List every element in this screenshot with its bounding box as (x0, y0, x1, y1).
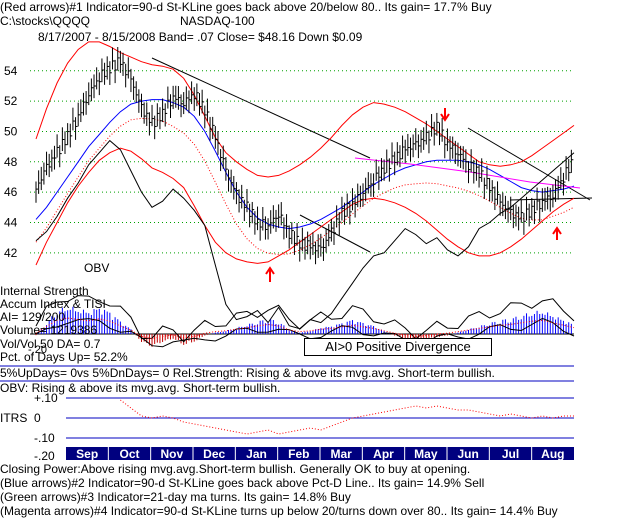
header-index-name: NASDAQ-100 (180, 14, 255, 28)
header-indicator-line: (Red arrows)#1 Indicator=90-d St-KLine g… (0, 0, 492, 14)
month-label: Mar (330, 447, 352, 461)
price-tick-label: 42 (4, 246, 18, 260)
trendline-support (299, 214, 371, 253)
itrs-tick-label: 0 (34, 411, 41, 425)
itrs-tick-label: -.20 (34, 449, 55, 463)
trendline-flat (509, 197, 593, 201)
trendline-resistance (467, 127, 591, 201)
obv-label: OBV (84, 261, 110, 275)
footer-magenta-arrows: (Magenta arrows)#4 Indicator=90-d St-KLi… (0, 504, 558, 518)
accum-index-label: Accum Index & TISI (0, 297, 106, 311)
updown-days-status: 5%UpDays= 0vs 5%DnDays= 0 Rel.Strength: … (0, 366, 495, 380)
price-bars (35, 47, 574, 265)
footer-closing-power: Closing Power:Above rising mvg.avg.Short… (0, 462, 471, 476)
accum-line (35, 317, 575, 348)
price-tick-label: 54 (4, 64, 18, 78)
itrs-tick-label: +.10 (34, 391, 58, 405)
price-y-ticks: 42 44 46 48 50 52 54 (4, 64, 18, 260)
band-upper-line (35, 41, 575, 178)
vol-ratio-value: Vol/Vol 50 DA= 0.7 (0, 337, 101, 351)
month-label: Apr (373, 447, 394, 461)
footer-green-arrows: (Green arrows)#3 Indicator=21-day ma tur… (0, 490, 351, 504)
itrs-tick-label: -.10 (34, 431, 55, 445)
month-label: Nov (160, 447, 183, 461)
month-labels: Sep Oct Nov Dec Jan Feb Mar Apr May Jun Jul Aug (76, 447, 564, 461)
price-tick-label: 48 (4, 155, 18, 169)
header-path: C:\stocks\QQQQ (0, 14, 91, 28)
month-label: Dec (203, 447, 225, 461)
accum-axis-label: -.20 (28, 344, 47, 356)
itrs-line (120, 399, 574, 435)
month-label: Jan (246, 447, 267, 461)
red-dotted-moving-average (35, 117, 575, 255)
internal-strength-label: Internal Strength (0, 284, 89, 298)
divergence-box: AI>0 Positive Divergence (304, 338, 492, 356)
footer-blue-arrows: (Blue arrows)#2 Indicator=90-d St-KLine … (0, 476, 485, 490)
month-label: Aug (541, 447, 564, 461)
sell-arrow-red (440, 108, 450, 122)
month-label: Jul (502, 447, 519, 461)
blue-moving-average (35, 99, 575, 230)
trendline-down (151, 57, 371, 159)
volume-value: Volume= 1219386 (0, 323, 98, 337)
price-tick-label: 46 (4, 185, 18, 199)
header-stats: 8/17/2007 - 8/15/2008 Band= .07 Close= $… (38, 30, 363, 44)
month-label: May (414, 447, 438, 461)
buy-arrow-red-2 (552, 226, 562, 240)
price-tick-label: 50 (4, 124, 18, 138)
price-grid (30, 70, 574, 254)
pct-up-days-value: Pct. of Days Up= 52.2% (0, 350, 128, 364)
ai-value: AI= 129/200 (0, 310, 66, 324)
month-label: Sep (76, 447, 98, 461)
month-label: Feb (288, 447, 309, 461)
magenta-line (354, 157, 581, 189)
tisi-line (35, 295, 575, 343)
price-tick-label: 52 (4, 94, 18, 108)
month-label: Oct (119, 447, 139, 461)
obv-line (35, 139, 575, 330)
buy-arrow-red-1 (265, 266, 275, 282)
itrs-label: ITRS (0, 411, 28, 425)
accum-ma-dotted (35, 317, 575, 340)
obv-status: OBV: Rising & above its mvg.avg. Short-t… (0, 381, 281, 395)
month-label: Jun (457, 447, 478, 461)
price-tick-label: 44 (4, 215, 18, 229)
